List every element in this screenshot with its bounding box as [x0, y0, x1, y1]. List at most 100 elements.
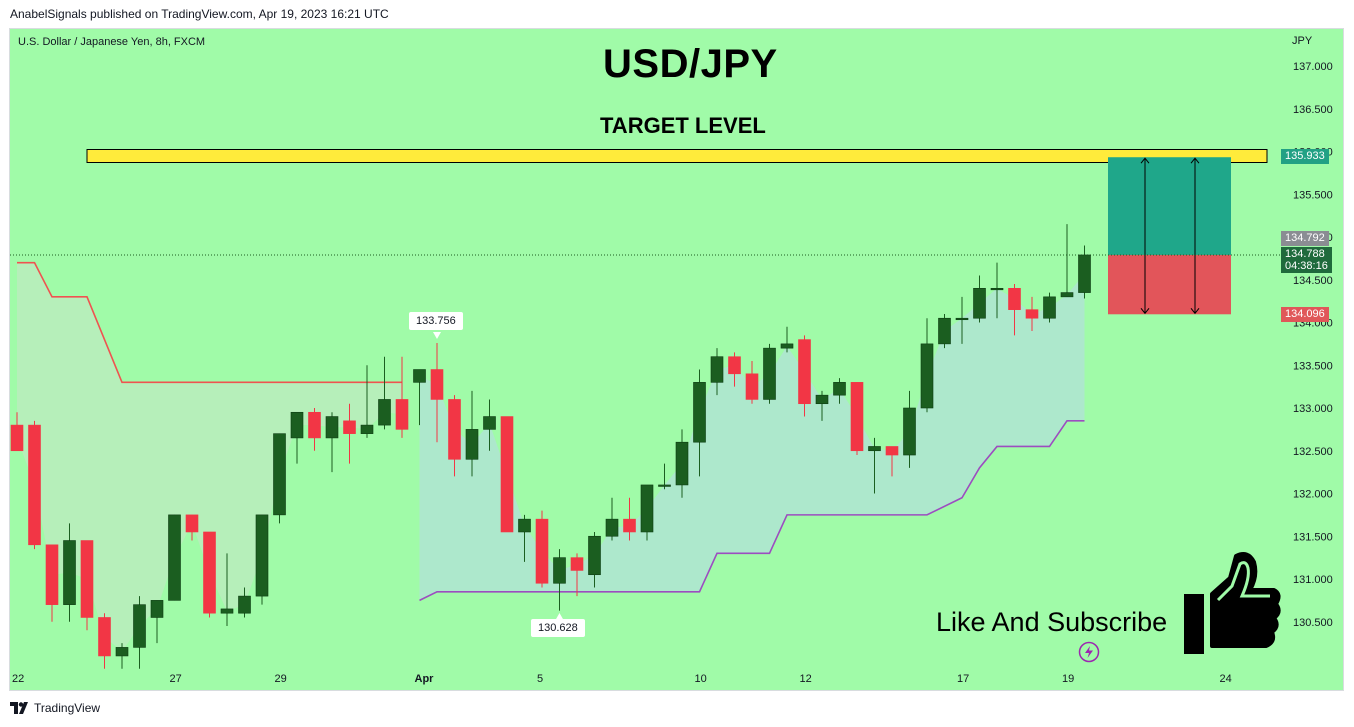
y-tick-label: 133.000 [1293, 403, 1333, 415]
like-subscribe-text: Like And Subscribe [936, 607, 1168, 637]
candle [903, 407, 916, 456]
candle [185, 514, 199, 533]
candle [938, 317, 951, 345]
x-tick-label: 12 [800, 673, 812, 685]
x-tick-label: 19 [1062, 673, 1074, 685]
x-tick-label: 27 [170, 673, 182, 685]
tradingview-logo-icon [10, 702, 28, 714]
position-arrow-head-bottom-2 [1190, 307, 1200, 315]
target-level-band [86, 149, 1268, 163]
candle [220, 608, 234, 614]
footer-brand-label: TradingView [34, 701, 101, 715]
y-tick-label: 133.500 [1293, 360, 1333, 372]
candle [115, 647, 129, 657]
x-tick-label: 17 [957, 673, 969, 685]
candle [1025, 309, 1039, 319]
y-tick-label: 135.500 [1293, 189, 1333, 201]
high-callout: 133.756 [409, 312, 463, 330]
position-arrow-head-top-2 [1190, 157, 1200, 164]
candle [518, 518, 531, 533]
candle [570, 557, 584, 571]
candle [360, 424, 374, 434]
candle [535, 518, 549, 584]
x-tick-label: 24 [1220, 673, 1232, 685]
y-tick-label: 131.500 [1293, 531, 1333, 543]
y-tick-label: 132.000 [1293, 489, 1333, 501]
candle [203, 531, 216, 614]
candle [815, 394, 829, 405]
candle [640, 484, 654, 533]
candle [1078, 254, 1091, 293]
candle [343, 420, 356, 434]
footer-brand[interactable]: TradingView [10, 701, 100, 715]
y-tick-label: 131.000 [1293, 574, 1333, 586]
candle [63, 540, 76, 605]
candle [675, 441, 689, 486]
candle [80, 540, 94, 618]
y-tick-label: 134.500 [1293, 275, 1333, 287]
candle [623, 518, 636, 533]
candle [448, 399, 461, 460]
candle [430, 369, 444, 400]
thumbs-up-icon [1184, 552, 1281, 654]
publisher-line: AnabelSignals published on TradingView.c… [10, 7, 389, 21]
chart-title-annotation: USD/JPY [603, 42, 778, 86]
y-tick-label: 137.000 [1293, 61, 1333, 73]
candle [378, 399, 391, 426]
uptrend-fill [419, 273, 1085, 601]
supertrend-down-line [17, 261, 402, 384]
candle [728, 356, 741, 375]
low-callout: 130.628 [531, 619, 585, 637]
candle [920, 343, 934, 409]
candle [150, 600, 164, 618]
downtrend-fill [17, 262, 402, 652]
candle [658, 484, 671, 487]
candle [273, 433, 286, 516]
candle [763, 347, 776, 400]
high-callout-pointer [433, 332, 441, 339]
take-profit-tag: 135.933 [1281, 149, 1329, 164]
candle [745, 373, 759, 400]
position-arrow-head-bottom-1 [1140, 307, 1150, 315]
target-level-label: TARGET LEVEL [600, 113, 766, 138]
x-tick-label: 10 [695, 673, 707, 685]
candle [693, 382, 706, 443]
candle [168, 514, 181, 601]
supertrend-up-line [419, 420, 1085, 602]
candle [833, 382, 846, 396]
candle [798, 339, 811, 405]
currency-label: JPY [1292, 35, 1313, 47]
candle [325, 416, 339, 439]
candle [850, 382, 864, 452]
symbol-label[interactable]: U.S. Dollar / Japanese Yen, 8h, FXCM [18, 36, 206, 48]
candle [133, 604, 146, 648]
x-tick-label: Apr [415, 673, 435, 685]
candle [605, 518, 619, 537]
x-tick-label: 29 [275, 673, 287, 685]
candle [255, 514, 269, 597]
candle [500, 416, 514, 533]
candle [1008, 287, 1021, 310]
bar-countdown: 04:38:16 [1285, 260, 1328, 272]
lightning-icon[interactable] [1078, 641, 1100, 663]
price-chart[interactable]: 137.000136.500136.000135.500135.000134.5… [10, 29, 1344, 691]
candle [1060, 292, 1074, 298]
candle [98, 617, 111, 657]
chart-area[interactable]: 137.000136.500136.000135.500135.000134.5… [9, 28, 1344, 691]
candle [885, 446, 899, 456]
candle [483, 416, 496, 430]
candle [395, 399, 409, 430]
candle [1043, 296, 1056, 319]
stop-loss-tag: 134.096 [1281, 307, 1329, 322]
position-arrow-head-top-1 [1140, 157, 1150, 164]
x-tick-label: 22 [12, 673, 24, 685]
candle [413, 369, 426, 383]
candle [553, 557, 566, 584]
candle [308, 411, 321, 439]
low-callout-pointer [555, 613, 564, 620]
current-price-tag: 134.788 04:38:16 [1281, 247, 1332, 273]
y-tick-label: 130.500 [1293, 617, 1333, 629]
candle [990, 287, 1004, 291]
profit-zone [1108, 157, 1231, 255]
candle [973, 287, 986, 319]
